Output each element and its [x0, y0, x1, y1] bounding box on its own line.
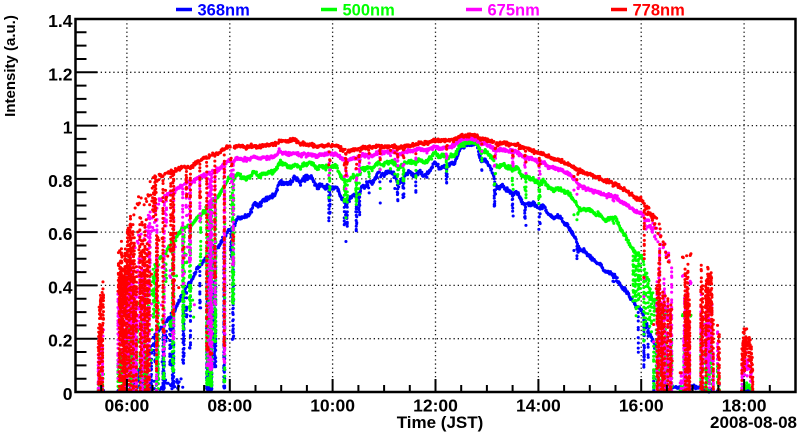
svg-text:675nm: 675nm — [488, 2, 540, 20]
svg-text:368nm: 368nm — [198, 2, 250, 20]
svg-text:08:00: 08:00 — [207, 396, 252, 416]
svg-text:06:00: 06:00 — [105, 396, 150, 416]
svg-text:14:00: 14:00 — [516, 396, 561, 416]
svg-text:0.2: 0.2 — [48, 331, 73, 351]
svg-text:Intensity (a.u.): Intensity (a.u.) — [2, 15, 19, 117]
svg-text:18:00: 18:00 — [722, 396, 767, 416]
svg-text:16:00: 16:00 — [619, 396, 664, 416]
svg-text:778nm: 778nm — [633, 2, 685, 20]
svg-text:2008-08-08: 2008-08-08 — [710, 413, 797, 432]
svg-text:1.4: 1.4 — [48, 11, 73, 31]
svg-text:0: 0 — [63, 384, 73, 404]
svg-text:0.6: 0.6 — [48, 224, 73, 244]
svg-text:1: 1 — [63, 118, 73, 138]
svg-text:0.4: 0.4 — [48, 277, 73, 297]
svg-text:0.8: 0.8 — [48, 171, 73, 191]
svg-text:12:00: 12:00 — [413, 396, 458, 416]
svg-text:500nm: 500nm — [343, 2, 395, 20]
svg-text:10:00: 10:00 — [310, 396, 355, 416]
svg-text:1.2: 1.2 — [48, 64, 73, 84]
svg-text:Time (JST): Time (JST) — [397, 413, 484, 432]
